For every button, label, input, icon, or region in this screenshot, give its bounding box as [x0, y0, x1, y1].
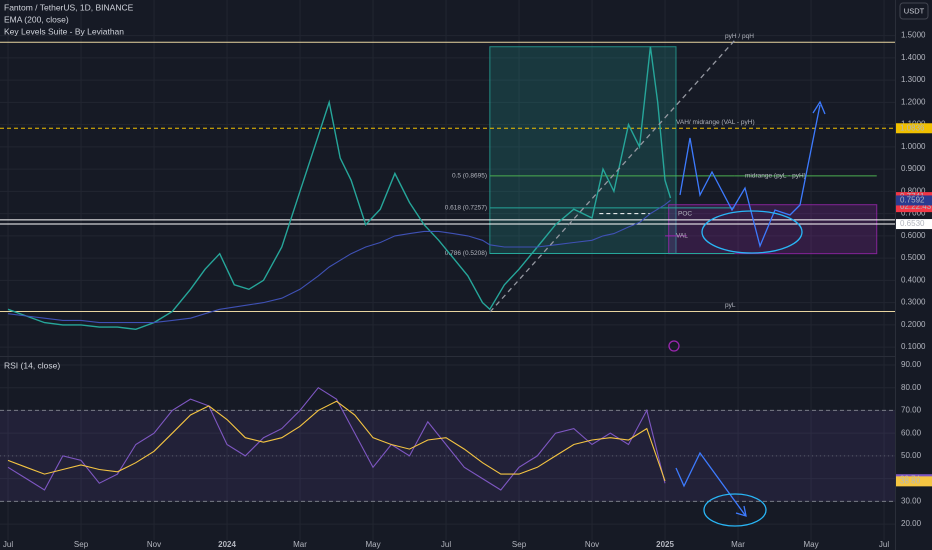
y-tick-label: 90.00 — [901, 360, 922, 369]
x-tick-label: Nov — [147, 540, 161, 549]
level-label: pyH / pqH — [725, 33, 754, 40]
event-icon[interactable] — [668, 340, 680, 352]
rsi-projection — [675, 451, 746, 516]
rsi-band — [0, 410, 895, 502]
y-tick-label: 0.2000 — [901, 320, 926, 329]
y-tick-label: 1.3000 — [901, 75, 926, 84]
axis-bg — [896, 0, 932, 550]
level-label: pyL — [725, 302, 736, 309]
level-label: VAH/ midrange (VAL - pyH) — [676, 119, 755, 126]
level-label: POC — [678, 210, 692, 217]
x-tick-label: 2024 — [218, 540, 236, 549]
x-tick-label: Mar — [731, 540, 745, 549]
x-tick-label: Jul — [879, 540, 889, 549]
y-tick-label: 0.1000 — [901, 342, 926, 351]
x-tick-label: Sep — [512, 540, 527, 549]
x-tick-label: 2025 — [656, 540, 674, 549]
series-line — [7, 386, 666, 491]
currency[interactable]: USDT — [904, 6, 925, 15]
level-label: 0.618 (0.7257) — [445, 205, 487, 212]
rsi-ellipse — [703, 493, 767, 527]
price-badge — [896, 123, 932, 134]
arrow-head — [812, 100, 826, 115]
countdown: 02:22:43 — [900, 202, 932, 211]
main-layer: pyH / pqH VAH/ midrange (VAL - pyH) pyL POC… — [0, 33, 895, 491]
series-line — [7, 199, 671, 324]
x-tick-label: May — [803, 540, 818, 549]
y-tick-label: 1.2000 — [901, 97, 926, 106]
price-badge-label: 1.0836 — [900, 123, 925, 132]
y-tick-label: 0.7000 — [901, 209, 926, 218]
y-tick-label: 0.4000 — [901, 275, 926, 284]
currency-box[interactable] — [899, 2, 929, 20]
level-label: midrange (pyL - pyH) — [745, 173, 806, 180]
series-line — [7, 46, 672, 331]
series-line — [7, 400, 666, 482]
y-tick-label: 0.6000 — [901, 231, 926, 240]
y-tick-label: 50.00 — [901, 451, 922, 460]
y-tick-label: 80.00 — [901, 383, 922, 392]
x-tick-label: Mar — [293, 540, 307, 549]
x-tick-label: Sep — [74, 540, 89, 549]
indicator-ema: EMA (200, close) — [4, 14, 69, 24]
zone-box — [668, 204, 878, 255]
y-tick-label: 20.00 — [901, 519, 922, 528]
price-badge — [896, 219, 932, 230]
y-tick-label: 60.00 — [901, 428, 922, 437]
price-badge-label: 0.7592 — [900, 196, 925, 205]
projection-path — [679, 104, 821, 249]
y-tick-label: 0.9000 — [901, 164, 926, 173]
rsi-title: RSI (14, close) — [4, 360, 60, 370]
rsi-arrow-head — [735, 505, 747, 517]
level-label: 0.786 (0.5208) — [445, 250, 487, 257]
trend-line — [489, 39, 736, 313]
highlight-ellipse — [701, 210, 803, 254]
y-tick-label: 0.8000 — [901, 186, 926, 195]
symbol-title: Fantom / TetherUS, 1D, BINANCE — [4, 2, 134, 12]
y-tick-label: 0.3000 — [901, 298, 926, 307]
price-badge-label: 0.6530 — [900, 219, 925, 228]
indicator-levels: Key Levels Suite - By Leviathan — [4, 26, 124, 36]
back-layer — [0, 0, 895, 540]
price-badge-label: 38.80 — [900, 476, 921, 485]
axis-layer: 0.1000 0.2000 0.3000 0.4000 0.5000 0.6000 0.70… — [3, 31, 932, 549]
y-tick-label: 1.4000 — [901, 53, 926, 62]
y-tick-label: 1.0000 — [901, 142, 926, 151]
y-tick-label: 1.5000 — [901, 31, 926, 40]
y-tick-label: 30.00 — [901, 496, 922, 505]
price-badge — [896, 195, 932, 206]
x-tick-label: May — [365, 540, 380, 549]
x-tick-label: Nov — [585, 540, 599, 549]
zone-box — [489, 46, 677, 254]
y-tick-label: 70.00 — [901, 406, 922, 415]
x-tick-label: Jul — [441, 540, 451, 549]
x-tick-label: Jul — [3, 540, 13, 549]
price-badge — [896, 476, 932, 487]
y-tick-label: 0.5000 — [901, 253, 926, 262]
projection-drawings — [489, 39, 826, 527]
level-label: VAL — [676, 233, 688, 240]
level-label: 0.5 (0.8695) — [452, 173, 487, 180]
